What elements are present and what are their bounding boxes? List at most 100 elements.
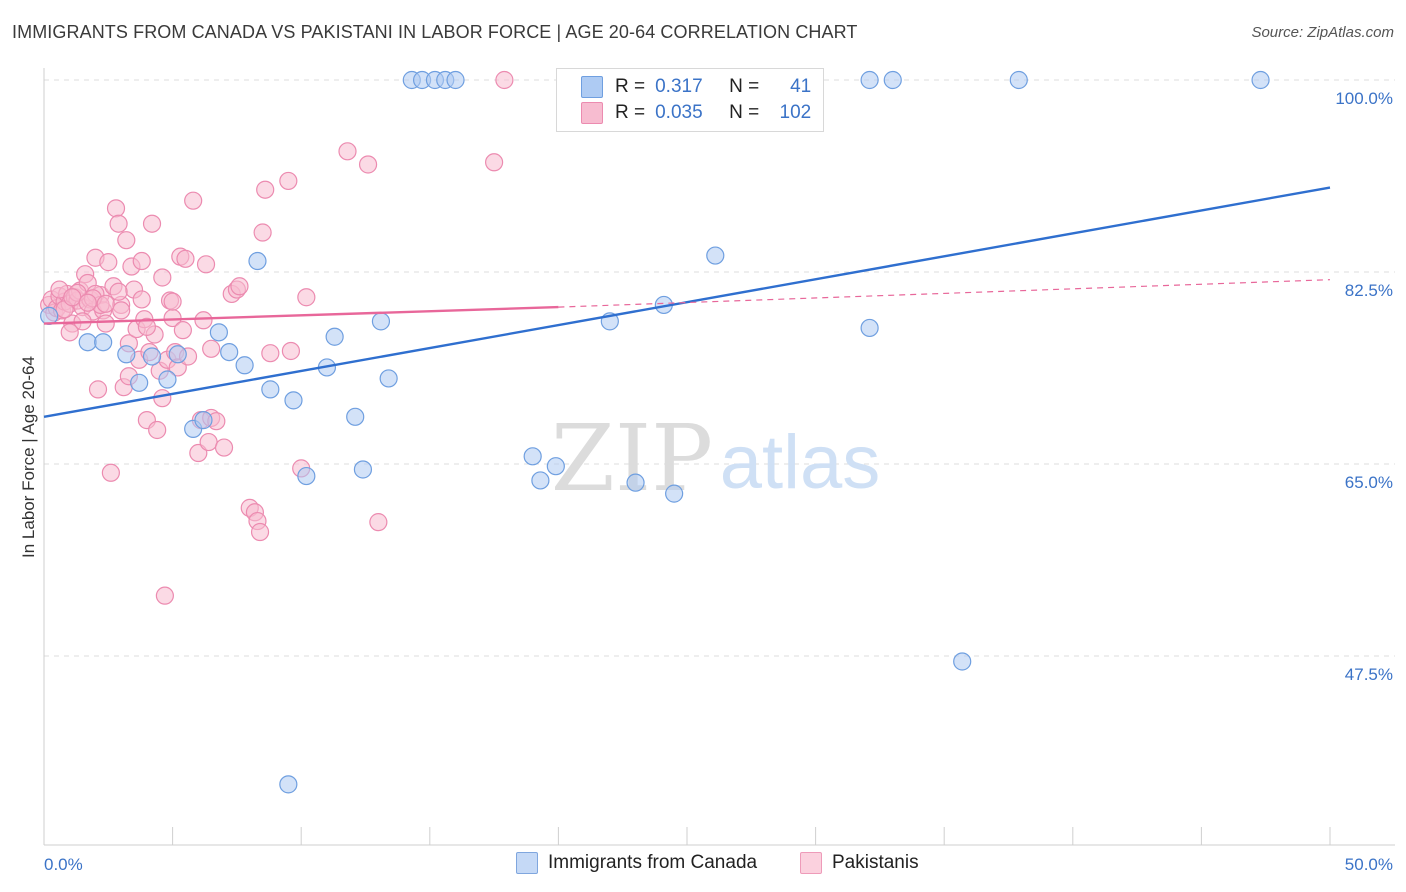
pakistani-trend-line (43, 305, 559, 325)
pakistani-point (176, 249, 195, 268)
correlation-legend: R = 0.317 N = 41 R = 0.035 N = 102 (556, 68, 824, 132)
x-tick-label: 0.0% (44, 855, 83, 874)
canada-point (194, 411, 213, 430)
pakistani-point (199, 432, 218, 452)
canada-trend-line (43, 186, 1331, 419)
canada-point (94, 333, 113, 352)
canada-point (626, 473, 645, 492)
legend-r-value: 0.317 (655, 76, 703, 97)
x-tick-label: 50.0% (1345, 855, 1393, 874)
pakistani-point (279, 171, 298, 191)
canada-point (130, 373, 149, 392)
series-legend-pakistani: Pakistanis (800, 852, 919, 874)
pakistani-point (163, 292, 182, 311)
canada-point (142, 347, 162, 366)
watermark-atlas: atlas (720, 420, 881, 505)
pakistani-point (96, 314, 115, 333)
chart-title: IMMIGRANTS FROM CANADA VS PAKISTANI IN L… (12, 22, 858, 42)
pakistani-point (137, 317, 156, 336)
canada-point (220, 342, 239, 362)
pakistani-point (88, 380, 108, 399)
y-axis-label: In Labor Force | Age 20-64 (19, 356, 38, 558)
data-points (40, 70, 1270, 794)
pakistani-point (202, 339, 221, 358)
tick-labels: 47.5% 65.0% 82.5% 100.0% 0.0% 50.0% In Labor F… (19, 89, 1393, 874)
pakistani-point (214, 438, 234, 457)
pakistani-point (485, 153, 504, 172)
canada-point (209, 323, 228, 342)
pakistani-point (148, 420, 167, 440)
canada-point (158, 370, 177, 389)
pakistani-point (153, 268, 172, 287)
pakistani-point (99, 253, 118, 272)
canada-point (706, 246, 725, 265)
legend-row-pakistani: R = 0.035 N = 102 (581, 101, 811, 125)
pakistani-point (155, 586, 174, 605)
canada-point (546, 457, 565, 476)
pakistani-point (358, 155, 378, 174)
legend-r-label: R = (615, 102, 646, 123)
canada-point (531, 471, 550, 490)
pakistani-trend-extension (558, 279, 1331, 308)
pakistani-point (281, 341, 301, 361)
legend-r-value: 0.035 (655, 102, 703, 123)
pakistani-point (338, 142, 357, 161)
series-label-canada: Immigrants from Canada (548, 852, 758, 873)
pakistani-point (78, 293, 97, 312)
pakistani-point (250, 522, 270, 542)
canada-point (379, 369, 398, 388)
canada-point (860, 70, 879, 90)
canada-point (168, 345, 187, 364)
pakistani-point (495, 70, 514, 90)
series-legend: Immigrants from Canada Pakistanis (0, 852, 1406, 878)
pakistani-point (112, 301, 131, 320)
series-swatch-canada (516, 852, 538, 874)
pakistani-point (142, 214, 162, 233)
canada-point (117, 345, 136, 364)
pakistani-point (132, 290, 151, 309)
series-legend-canada: Immigrants from Canada (516, 852, 757, 874)
pakistani-point (109, 282, 128, 301)
pakistani-point (261, 344, 280, 363)
legend-swatch-canada (581, 76, 603, 98)
canada-point (353, 460, 373, 479)
pakistani-point (153, 389, 172, 408)
legend-swatch-pakistani (581, 102, 603, 124)
pakistani-point (369, 513, 388, 532)
pakistani-point (230, 277, 249, 296)
canada-point (1251, 70, 1270, 90)
canada-point (235, 356, 254, 375)
canada-point (284, 391, 303, 410)
axes (43, 68, 1395, 846)
pakistani-point (173, 321, 192, 340)
pakistani-point (256, 180, 275, 199)
pakistani-point (196, 255, 216, 274)
pakistani-point (101, 463, 120, 482)
legend-r-label: R = (615, 76, 646, 97)
canada-point (297, 466, 316, 486)
y-tick-label: 82.5% (1345, 281, 1393, 300)
pakistani-point (117, 231, 136, 250)
canada-point (1009, 70, 1028, 90)
pakistani-point (253, 223, 272, 242)
pakistani-point (297, 288, 316, 307)
pakistani-point (63, 288, 82, 307)
legend-n-label: N = (729, 102, 760, 123)
legend-n-value: 102 (779, 102, 812, 123)
pakistani-point (132, 251, 151, 271)
canada-point (860, 318, 879, 338)
canada-point (261, 380, 280, 399)
canada-point (78, 333, 97, 352)
pakistani-point (106, 199, 126, 218)
canada-point (446, 70, 465, 90)
trend-lines (43, 186, 1331, 419)
canada-point (953, 652, 972, 671)
legend-row-canada: R = 0.317 N = 41 (581, 75, 811, 99)
legend-n-value: 41 (790, 76, 812, 97)
y-tick-label: 100.0% (1335, 89, 1393, 108)
legend-n-label: N = (729, 76, 760, 97)
canada-point (523, 447, 542, 466)
canada-point (325, 327, 344, 346)
watermark: ZIP atlas (551, 405, 880, 512)
